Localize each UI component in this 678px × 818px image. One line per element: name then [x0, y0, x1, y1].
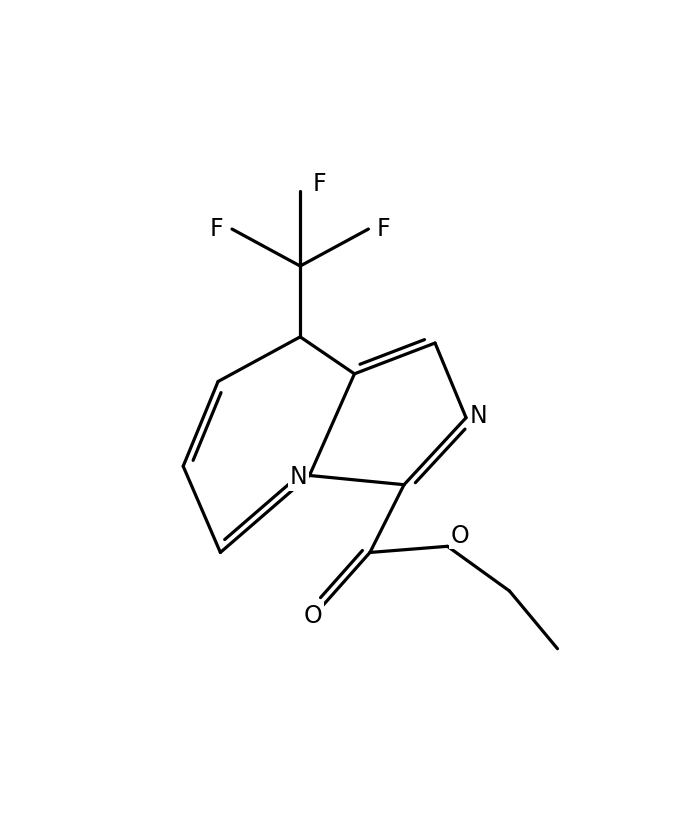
Text: F: F	[377, 217, 391, 241]
Text: O: O	[303, 604, 322, 627]
Text: O: O	[450, 524, 469, 547]
Text: F: F	[313, 173, 326, 196]
Text: N: N	[470, 404, 487, 428]
Text: F: F	[210, 217, 223, 241]
Text: N: N	[290, 465, 308, 489]
